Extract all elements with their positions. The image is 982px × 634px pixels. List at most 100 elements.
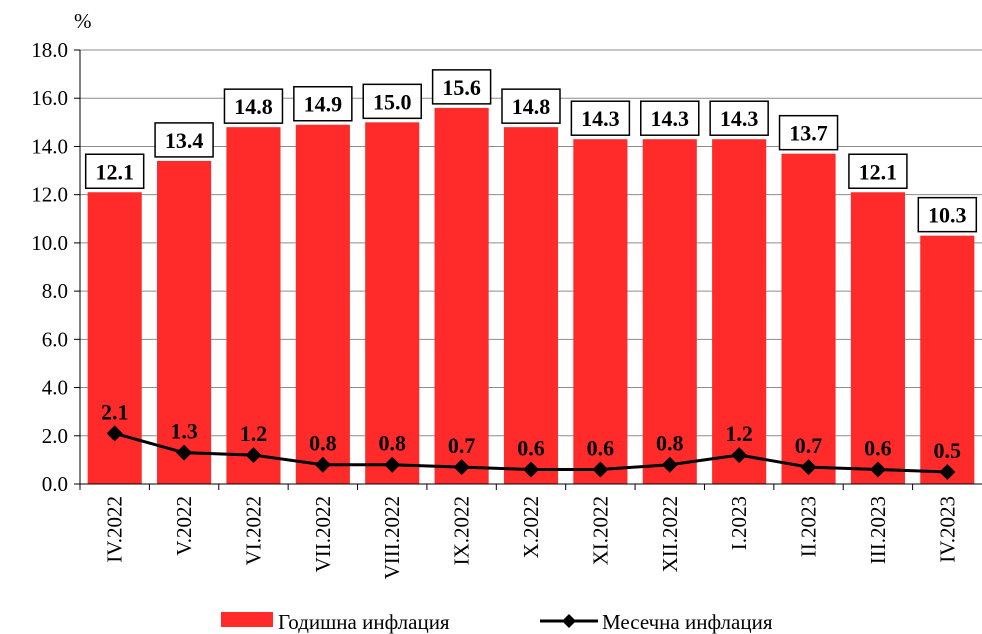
y-tick-label: 18.0 [31, 38, 68, 62]
bar-value-box [570, 100, 631, 136]
y-tick-label: 8.0 [42, 279, 68, 303]
bar [365, 122, 420, 484]
bar-value-box [848, 153, 908, 190]
monthly-value-label: 0.5 [934, 438, 962, 463]
bar-value-label: 13.7 [789, 121, 828, 146]
x-tick-label: V.2022 [172, 496, 196, 556]
monthly-value-label: 0.6 [587, 436, 615, 461]
bar [920, 235, 975, 484]
legend-monthly-label: Месечна инфлация [602, 610, 773, 634]
bar-value-box [293, 85, 353, 122]
x-tick-label: IV.2023 [935, 496, 959, 563]
bar-value-box [431, 69, 492, 105]
bar [503, 127, 559, 485]
bar-value-box [709, 100, 769, 136]
x-tick-label: VII.2022 [311, 496, 335, 572]
monthly-point [661, 456, 678, 473]
bar-value-box [362, 83, 422, 120]
monthly-value-label: 0.8 [309, 431, 337, 456]
monthly-point [176, 444, 193, 461]
bar [434, 107, 489, 484]
x-tick-label: IV.2022 [103, 496, 127, 563]
bar [712, 139, 767, 484]
monthly-value-label: 0.8 [656, 431, 684, 456]
bar-value-box [154, 122, 214, 158]
y-axis-ticks: 0.0 2.0 4.0 6.0 8.0 10.0 12.0 14.0 16.0 18.0 [31, 38, 80, 496]
monthly-inflation-labels: 2.1 1.3 1.2 0.8 0.8 0.7 0.6 0.6 0.8 1.2 0.7 0.6 0.5 [101, 399, 961, 463]
monthly-value-label: 1.2 [725, 421, 753, 446]
x-tick-label: IX.2022 [450, 496, 474, 565]
monthly-value-label: 1.2 [240, 421, 268, 446]
y-tick-label: 12.0 [31, 183, 68, 207]
legend-annual-swatch [221, 612, 273, 627]
monthly-point [592, 461, 609, 478]
bar-value-label: 15.6 [442, 75, 481, 100]
bar-value-box [223, 88, 284, 124]
y-tick-label: 4.0 [42, 376, 68, 400]
bar [642, 139, 697, 484]
bar-value-box [501, 88, 561, 124]
monthly-point [939, 463, 956, 480]
bar [573, 139, 628, 484]
monthly-point [800, 459, 817, 476]
legend: Годишна инфлация Месечна инфлация [221, 610, 773, 634]
annual-inflation-labels: 12.1 13.4 14.8 14.9 15.0 15.6 14.8 14.3 14.3 14.3… [84, 69, 978, 233]
monthly-value-label: 0.6 [864, 436, 892, 461]
x-tick-label: III.2023 [866, 496, 890, 564]
x-tick-label: VIII.2022 [380, 496, 404, 579]
bar-value-label: 10.3 [928, 203, 967, 228]
monthly-value-label: 0.6 [517, 436, 545, 461]
bar [781, 153, 836, 484]
bar-value-label: 12.1 [859, 159, 898, 184]
y-tick-label: 0.0 [42, 472, 68, 496]
monthly-point [523, 461, 539, 478]
monthly-value-label: 0.8 [378, 431, 406, 456]
bar-value-label: 14.8 [512, 94, 551, 119]
bar-value-label: 14.3 [720, 106, 759, 131]
x-tick-label: II.2023 [797, 496, 821, 557]
bar-value-label: 14.3 [581, 106, 620, 131]
monthly-value-label: 0.7 [448, 433, 476, 458]
legend-monthly-marker [562, 614, 576, 628]
monthly-value-label: 1.3 [170, 419, 198, 444]
x-tick-label: X.2022 [519, 496, 543, 558]
y-tick-label: 14.0 [31, 134, 68, 158]
bar-value-box [84, 153, 145, 190]
bar [226, 127, 281, 485]
monthly-value-label: 0.7 [795, 433, 823, 458]
x-tick-label: VI.2022 [241, 496, 265, 565]
monthly-point [731, 447, 748, 464]
bar-value-label: 14.8 [234, 94, 273, 119]
bar-value-label: 13.4 [165, 128, 204, 153]
monthly-inflation-line [106, 425, 956, 480]
monthly-point [314, 456, 331, 473]
x-tick-label: I.2023 [727, 496, 751, 550]
y-tick-label: 16.0 [31, 86, 68, 110]
annual-inflation-bars [87, 107, 975, 485]
bar-value-label: 14.9 [304, 92, 343, 117]
y-axis-unit-label: % [74, 9, 92, 33]
bar [295, 124, 350, 484]
monthly-point [106, 425, 123, 442]
monthly-point [453, 459, 470, 476]
bar-value-label: 12.1 [95, 159, 134, 184]
bar-value-label: 14.3 [651, 106, 690, 131]
monthly-point [869, 461, 886, 478]
y-tick-label: 6.0 [42, 327, 68, 351]
monthly-point [384, 456, 401, 473]
legend-annual-label: Годишна инфлация [278, 610, 450, 634]
x-tick-label: XI.2022 [588, 496, 612, 565]
axes [79, 50, 982, 485]
y-tick-label: 10.0 [31, 231, 68, 255]
y-tick-label: 2.0 [42, 424, 68, 448]
x-axis-ticks: IV.2022 V.2022 VI.2022 VII.2022 VIII.2022 IX.… [79, 484, 959, 579]
bar-value-box [778, 114, 839, 151]
bar-value-label: 15.0 [373, 89, 412, 114]
monthly-point [245, 447, 262, 464]
bar [850, 192, 905, 484]
bar-value-box [917, 196, 978, 233]
x-tick-label: XII.2022 [658, 496, 682, 572]
bar [157, 160, 212, 484]
monthly-value-label: 2.1 [101, 399, 129, 424]
